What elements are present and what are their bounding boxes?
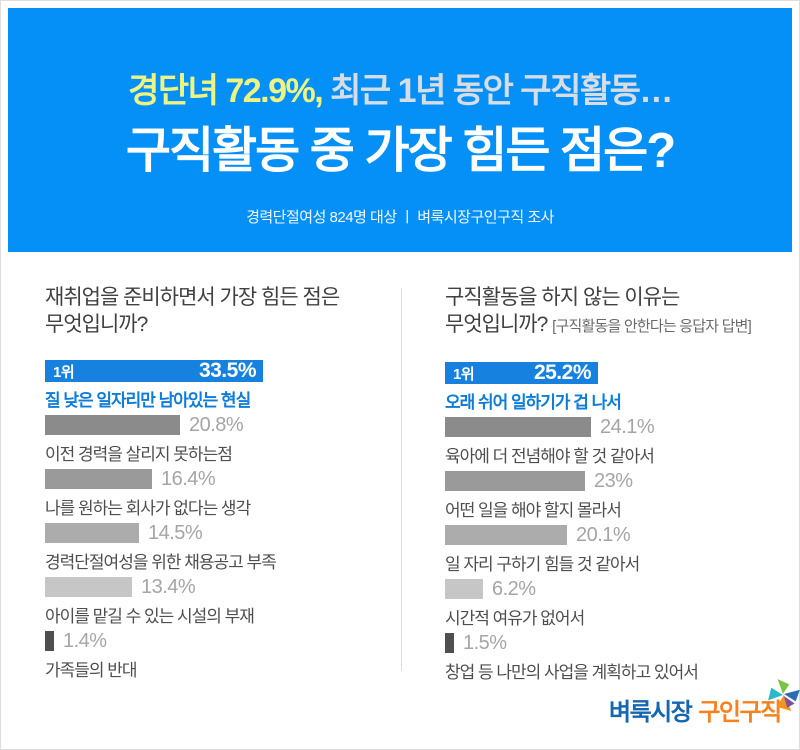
main-title: 구직활동 중 가장 힘든 점은? [125,124,676,178]
right-column-title: 구직활동을 하지 않는 이유는 무엇입니까? [구직활동을 안한다는 응답자 답… [445,284,795,340]
left-bar-label: 가족들의 반대 [45,661,138,680]
headline: 경단녀 72.9%, 최근 1년 동안 구직활동… [8,71,792,111]
headline-highlight: 경단녀 72.9%, [128,72,324,110]
left-rank1-label: 질 낮은 일자리만 남아있는 현실 [45,391,251,410]
left-bar-row: 13.4% 아이를 맡길 수 있는 시설의 부재 [45,575,395,626]
right-bar [445,417,591,437]
header-panel: 경단녀 72.9%, 최근 1년 동안 구직활동… 구직활동 중 가장 힘든 점… [8,8,792,252]
right-bar-line: 20.1% [445,523,795,546]
right-rank1-bar: 1위 25.2% [445,361,598,384]
right-bar-value: 1.5% [463,631,507,654]
left-title-line1: 재취업을 준비하면서 가장 힘든 점은 [45,286,340,309]
left-bar [45,415,180,435]
left-bar-row: 16.4% 나를 원하는 회사가 없다는 생각 [45,467,395,518]
right-bar-line: 1.5% [445,631,795,654]
left-bar-value: 16.4% [161,467,216,490]
left-bar-row: 20.8% 이전 경력을 살리지 못하는점 [45,413,395,464]
right-bar-label: 시간적 여유가 없어서 [445,609,585,628]
right-bar-row: 24.1% 육아에 더 전념해야 할 것 같아서 [445,415,795,466]
left-bar-row: 1위 33.5% 질 낮은 일자리만 남아있는 현실 [45,359,395,410]
left-bar [45,577,132,597]
headline-rest: 최근 1년 동안 구직활동… [322,72,673,110]
left-rank1-value: 33.5% [198,359,257,382]
right-bar [445,525,567,545]
right-rank1-value: 25.2% [533,361,592,384]
left-bar-line: 14.5% [45,521,395,544]
brand-service-text: 구인구직 [698,699,782,726]
right-bar-row: 1.5% 창업 등 나만의 사업을 계획하고 있어서 [445,631,795,682]
left-bar-row: 14.5% 경력단절여성을 위한 채용공고 부족 [45,521,395,572]
right-chart-column: 구직활동을 하지 않는 이유는 무엇입니까? [구직활동을 안한다는 응답자 답… [445,284,795,687]
right-bar-value: 24.1% [600,415,655,438]
pinwheel-icon [767,679,800,711]
right-bar-row: 1위 25.2% 오래 쉬어 일하기가 겁 나서 [445,361,795,412]
right-bar-row: 20.1% 일 자리 구하기 힘들 것 같아서 [445,523,795,574]
right-bar-label: 육아에 더 전념해야 할 것 같아서 [445,447,655,466]
left-bar-value: 20.8% [189,413,244,436]
right-rank1-label: 오래 쉬어 일하기가 겁 나서 [445,393,622,412]
right-bar [445,471,585,491]
right-bar-value: 20.1% [576,523,631,546]
left-bar-label: 경력단절여성을 위한 채용공고 부족 [45,553,277,572]
right-bar-label: 어떤 일을 해야 할지 몰라서 [445,501,622,520]
brand-logo: 벼룩시장 구인구직 [609,679,800,727]
right-bar-value: 6.2% [492,577,536,600]
right-bar-row: 23% 어떤 일을 해야 할지 몰라서 [445,469,795,520]
left-bar-line: 20.8% [45,413,395,436]
right-bar-line: 23% [445,469,795,492]
left-bar [45,523,139,543]
right-title-line2: 무엇입니까? [445,313,548,336]
left-bar-row: 1.4% 가족들의 반대 [45,629,395,680]
left-column-title: 재취업을 준비하면서 가장 힘든 점은 무엇입니까? [45,284,395,338]
right-rank1-tag: 1위 [453,365,475,383]
left-bar-line: 13.4% [45,575,395,598]
left-bar-line: 16.4% [45,467,395,490]
survey-caption: 경력단절여성 824명 대상 ㅣ 벼룩시장구인구직 조사 [246,209,554,226]
left-title-line2: 무엇입니까? [45,313,148,336]
column-divider [401,288,402,671]
left-chart-column: 재취업을 준비하면서 가장 힘든 점은 무엇입니까? 1위 33.5% 질 낮은 일… [45,284,395,685]
right-bar-row: 6.2% 시간적 여유가 없어서 [445,577,795,628]
left-bar [45,469,152,489]
right-bar-line: 24.1% [445,415,795,438]
left-bar-label: 나를 원하는 회사가 없다는 생각 [45,499,251,518]
right-bar [445,579,483,599]
left-bar [45,631,54,651]
right-bar-value: 23% [594,469,633,492]
left-bar-value: 14.5% [148,521,203,544]
brand-name-text: 벼룩시장 [609,699,693,726]
left-bar-list: 1위 33.5% 질 낮은 일자리만 남아있는 현실 20.8% 이전 경력을 살리지 … [45,359,395,680]
right-title-bracket: [구직활동을 안한다는 응답자 답변] [552,318,752,335]
left-bar-value: 13.4% [141,575,196,598]
left-rank1-tag: 1위 [53,363,75,381]
left-rank1-bar: 1위 33.5% [45,359,263,382]
left-bar-label: 아이를 맡길 수 있는 시설의 부재 [45,607,255,626]
right-bar-line: 6.2% [445,577,795,600]
left-bar-label: 이전 경력을 살리지 못하는점 [45,445,233,464]
right-bar [445,633,454,653]
left-bar-line: 1.4% [45,629,395,652]
right-bar-list: 1위 25.2% 오래 쉬어 일하기가 겁 나서 24.1% 육아에 더 전념해야 할 … [445,361,795,682]
left-bar-value: 1.4% [63,629,107,652]
right-bar-label: 일 자리 구하기 힘들 것 같아서 [445,555,640,574]
right-bar-label: 창업 등 나만의 사업을 계획하고 있어서 [445,663,699,682]
right-title-line1: 구직활동을 하지 않는 이유는 [445,286,680,309]
